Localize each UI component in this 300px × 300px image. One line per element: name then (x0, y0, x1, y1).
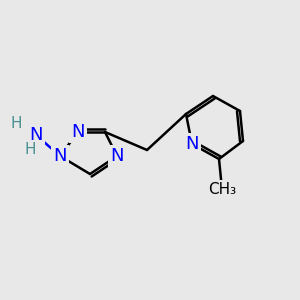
Text: CH₃: CH₃ (208, 182, 236, 196)
Text: N: N (185, 135, 199, 153)
Text: N: N (110, 147, 124, 165)
Text: H: H (24, 142, 36, 158)
Text: N: N (29, 126, 43, 144)
Text: N: N (53, 147, 67, 165)
Text: H: H (11, 116, 22, 130)
Text: N: N (71, 123, 85, 141)
